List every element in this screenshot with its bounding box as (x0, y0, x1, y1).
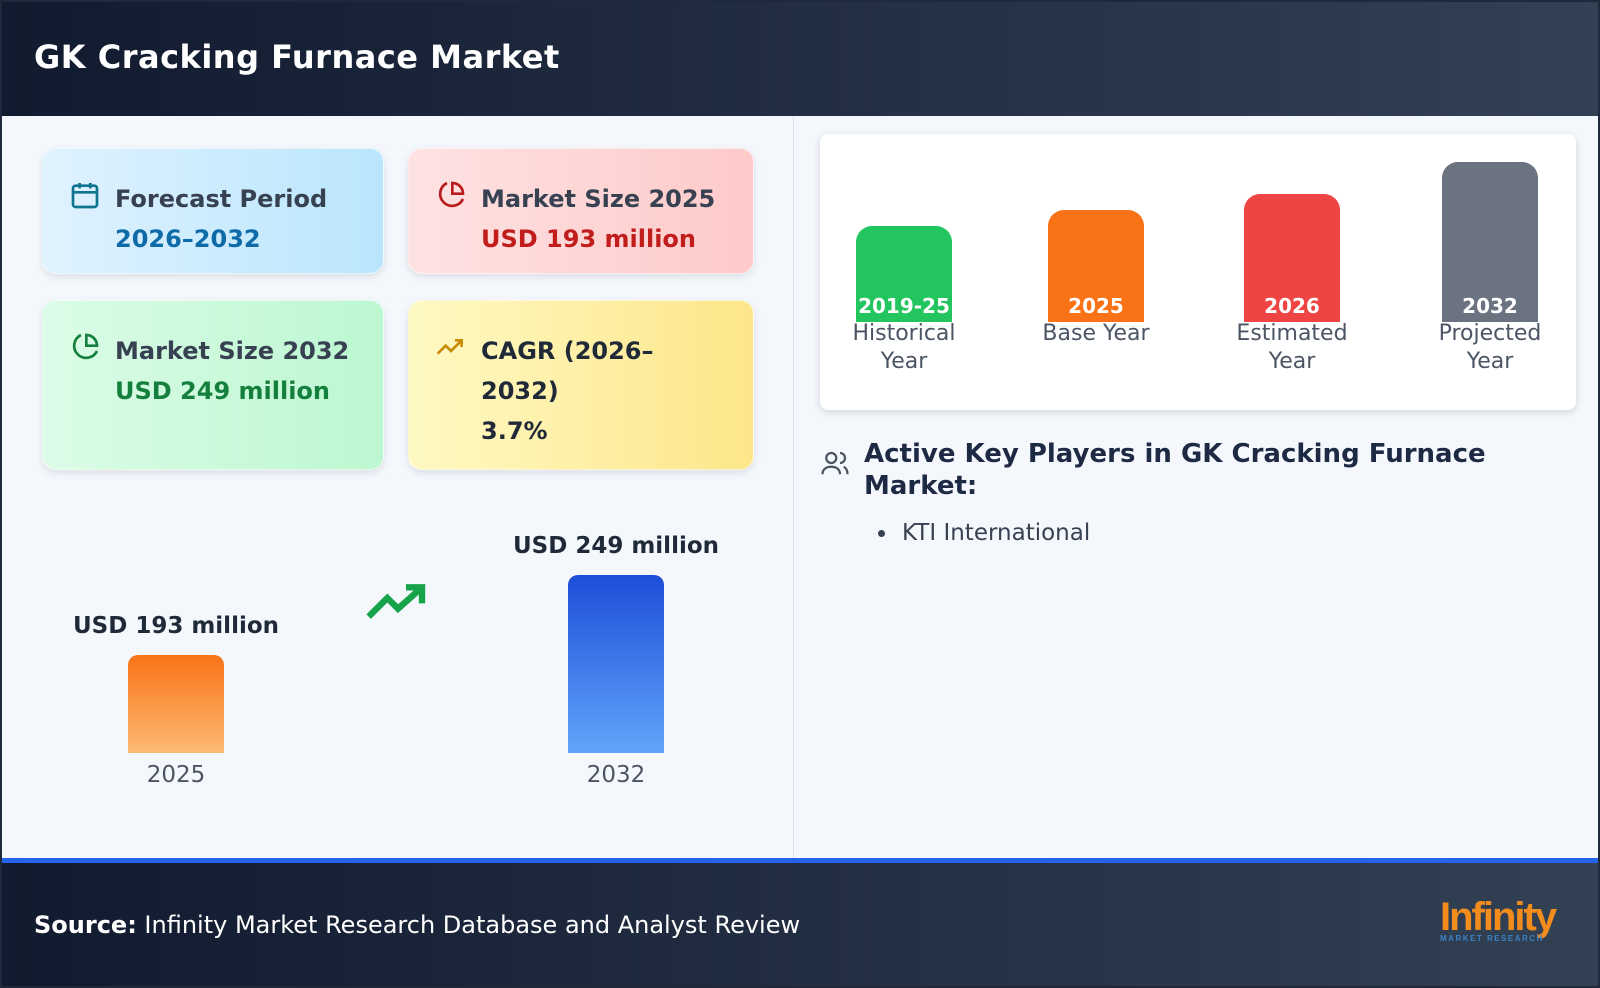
cagr-card: CAGR (2026–2032) 3.7% (408, 300, 754, 470)
timeline-bar: 2032 (1442, 162, 1538, 322)
timeline-label: Estimated Year (1236, 321, 1348, 374)
page-title: GK Cracking Furnace Market (34, 38, 560, 76)
timeline-card: 2019-25 Historical Year 2025 Base Year 2026 E… (820, 134, 1576, 410)
timeline-year: 2025 (1068, 294, 1124, 318)
divider (793, 116, 794, 858)
timeline-label: Projected Year (1438, 321, 1542, 374)
bar-category-label: 2025 (146, 762, 206, 788)
pie-chart-icon (72, 333, 99, 360)
timeline-bar: 2026 (1244, 194, 1340, 322)
infinity-logo: Infinity MARKET RESEARCH (1440, 895, 1557, 943)
pie-chart-icon (438, 181, 465, 208)
market-size-2025-card: Market Size 2025 USD 193 million (408, 148, 754, 274)
timeline-bar: 2019-25 (856, 226, 952, 322)
card-title: CAGR (2026–2032) (481, 337, 654, 405)
card-title: Market Size 2025 (481, 185, 716, 213)
bar-2025 (128, 655, 224, 753)
bar-value-label: USD 249 million (512, 533, 720, 559)
card-value: USD 193 million (481, 225, 696, 253)
timeline-bar: 2025 (1048, 210, 1144, 322)
calendar-icon (71, 183, 99, 209)
timeline-year: 2032 (1462, 294, 1518, 318)
card-title: Forecast Period (115, 185, 328, 213)
market-size-2032-card: Market Size 2032 USD 249 million (42, 300, 384, 470)
bar-category-label: 2032 (586, 762, 646, 788)
source-text: Source: Infinity Market Research Databas… (34, 911, 800, 939)
timeline-label: Base Year (1042, 321, 1150, 346)
source-value: Infinity Market Research Database and An… (136, 911, 801, 939)
key-players-heading: Active Key Players in GK Cracking Furnac… (864, 439, 1486, 501)
growth-arrow-icon (366, 584, 426, 619)
trending-up-icon (436, 339, 463, 355)
card-value: 3.7% (481, 417, 548, 445)
source-label: Source: (34, 911, 137, 939)
timeline-year: 2019-25 (858, 294, 950, 318)
list-item: KTI International (898, 520, 1090, 546)
footer: Source: Infinity Market Research Databas… (2, 858, 1598, 986)
key-players-list: KTI International (898, 520, 1090, 546)
bar-value-label: USD 193 million (72, 613, 280, 639)
users-icon (821, 451, 849, 475)
card-value: USD 249 million (115, 377, 330, 405)
timeline-label: Historical Year (852, 321, 956, 374)
card-title: Market Size 2032 (115, 337, 350, 365)
card-value: 2026–2032 (115, 225, 261, 253)
header: GK Cracking Furnace Market (2, 2, 1598, 116)
bar-2032 (568, 575, 664, 753)
timeline-year: 2026 (1264, 294, 1320, 318)
forecast-period-card: Forecast Period 2026–2032 (42, 148, 384, 274)
